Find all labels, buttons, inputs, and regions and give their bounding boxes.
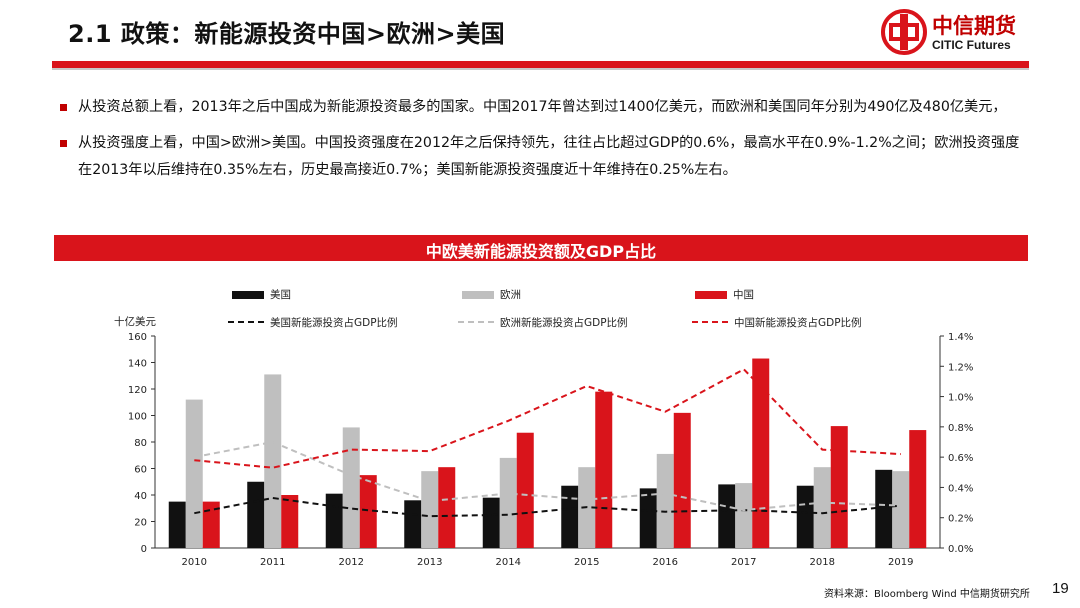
bar-美国-2012 <box>325 493 343 548</box>
legend-label: 美国 <box>270 288 291 301</box>
page-number: 19 <box>1052 580 1069 597</box>
bar-中国-2011 <box>281 495 299 548</box>
y-tick-label: 120 <box>128 385 147 396</box>
bullet-item: 从投资总额上看，2013年之后中国成为新能源投资最多的国家。中国2017年曾达到… <box>58 94 1033 121</box>
legend-label: 中国新能源投资占GDP比例 <box>734 316 862 329</box>
x-tick-label: 2014 <box>496 557 521 568</box>
bar-欧洲-2019 <box>892 471 910 548</box>
bar-美国-2017 <box>718 484 736 548</box>
bar-中国-2017 <box>752 358 770 548</box>
y-tick-label: 60 <box>134 465 147 476</box>
y2-tick-label: 1.4% <box>948 332 973 343</box>
bar-美国-2016 <box>639 488 657 548</box>
y2-tick-label: 1.0% <box>948 393 973 404</box>
chart-title-banner: 中欧美新能源投资额及GDP占比 <box>54 235 1028 261</box>
legend-swatch-中国 <box>695 291 727 299</box>
line-美国新能源投资占GDP比例 <box>194 496 901 518</box>
x-tick-label: 2015 <box>574 557 599 568</box>
y2-tick-label: 0.2% <box>948 514 973 525</box>
x-tick-label: 2010 <box>182 557 207 568</box>
bar-欧洲-2016 <box>656 453 674 548</box>
legend-swatch-欧洲 <box>462 291 494 299</box>
bar-欧洲-2014 <box>499 457 517 548</box>
bullet-square-icon <box>60 104 67 111</box>
y-tick-label: 100 <box>128 412 147 423</box>
legend-swatch-美国 <box>232 291 264 299</box>
bar-中国-2013 <box>438 467 456 548</box>
bar-欧洲-2018 <box>813 467 831 548</box>
chart-title: 中欧美新能源投资额及GDP占比 <box>425 242 657 261</box>
logo-chinese-name: 中信期货 <box>932 14 1016 38</box>
x-tick-label: 2011 <box>260 557 285 568</box>
bar-中国-2019 <box>909 430 927 548</box>
bar-美国-2013 <box>404 500 422 548</box>
bar-美国-2014 <box>482 497 500 548</box>
page-title: 2.1 政策：新能源投资中国>欧洲>美国 <box>68 20 506 48</box>
bullet-square-icon <box>60 140 67 147</box>
logo-english-name: CITIC Futures <box>932 38 1011 52</box>
bar-中国-2015 <box>595 391 613 548</box>
bullet-text: 从投资强度上看，中国>欧洲>美国。中国投资强度在2012年之后保持领先，往往占比… <box>78 135 1020 178</box>
y2-tick-label: 0.0% <box>948 544 973 555</box>
company-logo: 中信期货 CITIC Futures <box>880 8 1040 58</box>
bullet-item: 从投资强度上看，中国>欧洲>美国。中国投资强度在2012年之后保持领先，往往占比… <box>58 130 1033 184</box>
legend-label: 中国 <box>733 288 754 301</box>
y-tick-label: 40 <box>134 491 147 502</box>
y2-tick-label: 0.4% <box>948 483 973 494</box>
x-tick-label: 2016 <box>653 557 678 568</box>
x-tick-label: 2019 <box>888 557 913 568</box>
y-axis-label: 十亿美元 <box>114 315 156 328</box>
y-tick-label: 20 <box>134 518 147 529</box>
bar-中国-2016 <box>673 412 691 548</box>
y2-tick-label: 0.6% <box>948 453 973 464</box>
header-grey-rule <box>52 68 1029 70</box>
bar-中国-2012 <box>359 475 377 548</box>
legend-label: 欧洲 <box>500 289 521 301</box>
bar-美国-2019 <box>875 469 893 548</box>
line-欧洲新能源投资占GDP比例 <box>194 440 901 512</box>
y2-tick-label: 0.8% <box>948 423 973 434</box>
bar-欧洲-2013 <box>421 471 439 548</box>
bar-中国-2018 <box>830 426 848 548</box>
bullet-text: 从投资总额上看，2013年之后中国成为新能源投资最多的国家。中国2017年曾达到… <box>78 99 1007 115</box>
legend-label: 欧洲新能源投资占GDP比例 <box>500 316 628 329</box>
bar-美国-2010 <box>168 501 186 548</box>
bullet-list: 从投资总额上看，2013年之后中国成为新能源投资最多的国家。中国2017年曾达到… <box>58 94 1033 193</box>
y-tick-label: 80 <box>134 438 147 449</box>
citic-logo-icon <box>881 9 927 55</box>
legend-label: 美国新能源投资占GDP比例 <box>270 316 398 329</box>
y-tick-label: 0 <box>141 544 147 555</box>
x-tick-label: 2017 <box>731 557 756 568</box>
bar-欧洲-2011 <box>264 374 282 548</box>
bar-美国-2011 <box>247 481 265 548</box>
bar-欧洲-2017 <box>735 483 753 548</box>
bar-欧洲-2010 <box>185 399 203 548</box>
x-tick-label: 2013 <box>417 557 442 568</box>
line-中国新能源投资占GDP比例 <box>194 368 901 469</box>
header-red-rule <box>52 61 1029 68</box>
bar-美国-2015 <box>561 485 579 548</box>
bar-中国-2010 <box>202 501 220 548</box>
bar-中国-2014 <box>516 432 534 548</box>
bar-美国-2018 <box>796 485 814 548</box>
bar-欧洲-2012 <box>342 427 360 548</box>
y-tick-label: 160 <box>128 332 147 343</box>
x-tick-label: 2018 <box>810 557 835 568</box>
y-tick-label: 140 <box>128 359 147 370</box>
x-tick-label: 2012 <box>339 557 364 568</box>
source-note: 资料来源：Bloomberg Wind 中信期货研究所 <box>824 589 1030 600</box>
y2-tick-label: 1.2% <box>948 362 973 373</box>
